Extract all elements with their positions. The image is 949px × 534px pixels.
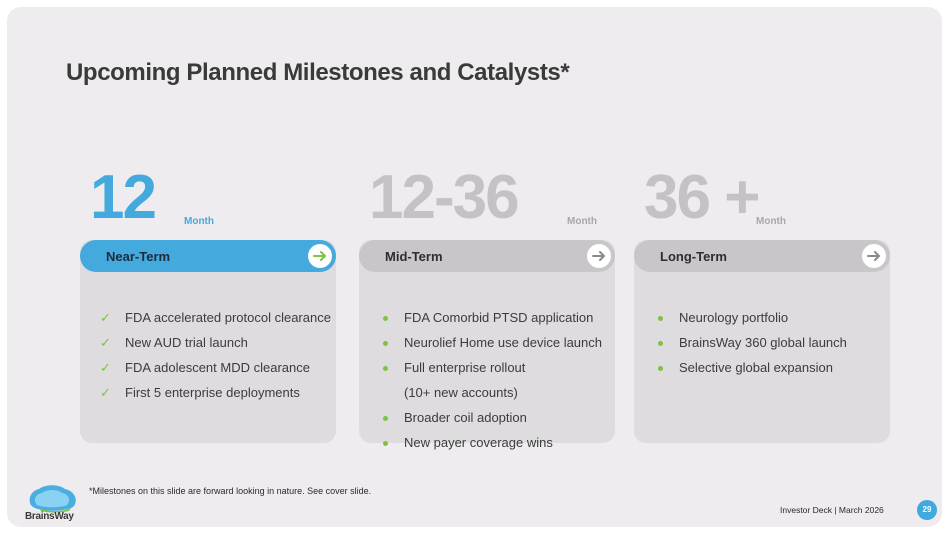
long-term-header: Long-Term bbox=[634, 240, 890, 272]
footnote: *Milestones on this slide are forward lo… bbox=[89, 486, 372, 496]
column-mid-term: 12-36 Month Mid-Term FDA Comorbid PTSD a… bbox=[359, 163, 615, 450]
brain-logo-icon bbox=[29, 485, 76, 513]
list-item: (10+ new accounts) bbox=[404, 385, 518, 400]
milestone-card bbox=[634, 240, 890, 443]
bullet-icon bbox=[658, 316, 663, 321]
footer-deck-label: Investor Deck | March 2026 bbox=[780, 505, 884, 515]
bullet-icon bbox=[383, 316, 388, 321]
list-item: ✓ New AUD trial launch bbox=[100, 333, 331, 358]
check-icon: ✓ bbox=[100, 310, 111, 325]
mid-term-label: Mid-Term bbox=[385, 249, 443, 264]
check-icon: ✓ bbox=[100, 335, 111, 350]
long-term-arrow-button[interactable] bbox=[862, 244, 886, 268]
slide: Upcoming Planned Milestones and Catalyst… bbox=[7, 7, 942, 527]
timeframe-number: 36 + bbox=[644, 163, 760, 232]
bullet-icon bbox=[383, 341, 388, 346]
column-near-term: 12 Month Near-Term ✓ FDA accelerated prot… bbox=[80, 167, 336, 443]
list-item: New payer coverage wins bbox=[379, 433, 602, 458]
bullet-icon bbox=[383, 366, 388, 371]
check-icon: ✓ bbox=[100, 360, 111, 375]
bullet-icon bbox=[658, 341, 663, 346]
list-item: Neurology portfolio bbox=[654, 308, 847, 333]
milestone-list: Neurology portfolio BrainsWay 360 global… bbox=[654, 308, 847, 383]
logo-text: BrainsWay bbox=[25, 511, 74, 522]
timeframe-number: 12 bbox=[90, 163, 157, 232]
timeframe-unit: Month bbox=[567, 216, 597, 227]
mid-term-arrow-button[interactable] bbox=[587, 244, 611, 268]
milestone-card bbox=[359, 240, 615, 443]
list-item: ✓ FDA accelerated protocol clearance bbox=[100, 308, 331, 333]
list-item: Broader coil adoption bbox=[379, 408, 602, 433]
long-term-label: Long-Term bbox=[660, 249, 727, 264]
milestone-list: FDA Comorbid PTSD application Neurolief … bbox=[379, 308, 602, 458]
near-term-header: Near-Term bbox=[80, 240, 336, 272]
near-term-arrow-button[interactable] bbox=[308, 244, 332, 268]
milestone-list: ✓ FDA accelerated protocol clearance ✓ New… bbox=[100, 308, 331, 408]
page-number-badge: 29 bbox=[917, 500, 937, 520]
list-item: Selective global expansion bbox=[654, 358, 847, 383]
bullet-icon bbox=[383, 416, 388, 421]
milestone-card bbox=[80, 240, 336, 443]
mid-term-header: Mid-Term bbox=[359, 240, 615, 272]
check-icon: ✓ bbox=[100, 385, 111, 400]
page-title: Upcoming Planned Milestones and Catalyst… bbox=[66, 59, 570, 86]
list-item: ✓ FDA adolescent MDD clearance bbox=[100, 358, 331, 383]
brand-logo: BrainsWay bbox=[25, 483, 83, 525]
timeframe-unit: Month bbox=[184, 216, 214, 227]
column-long-term: 36 + Month Long-Term Neurology portfolio… bbox=[634, 167, 890, 443]
list-item: ✓ First 5 enterprise deployments bbox=[100, 383, 331, 408]
arrow-right-icon bbox=[867, 251, 880, 261]
arrow-right-icon bbox=[313, 251, 326, 261]
list-item: Neurolief Home use device launch bbox=[379, 333, 602, 358]
bullet-icon bbox=[383, 441, 388, 446]
list-item: BrainsWay 360 global launch bbox=[654, 333, 847, 358]
arrow-right-icon bbox=[592, 251, 605, 261]
timeframe-number: 12-36 bbox=[369, 163, 520, 232]
list-item: FDA Comorbid PTSD application bbox=[379, 308, 602, 333]
list-item: Full enterprise rollout bbox=[379, 358, 602, 383]
near-term-label: Near-Term bbox=[106, 249, 171, 264]
bullet-icon bbox=[658, 366, 663, 371]
timeframe-unit: Month bbox=[756, 216, 786, 227]
